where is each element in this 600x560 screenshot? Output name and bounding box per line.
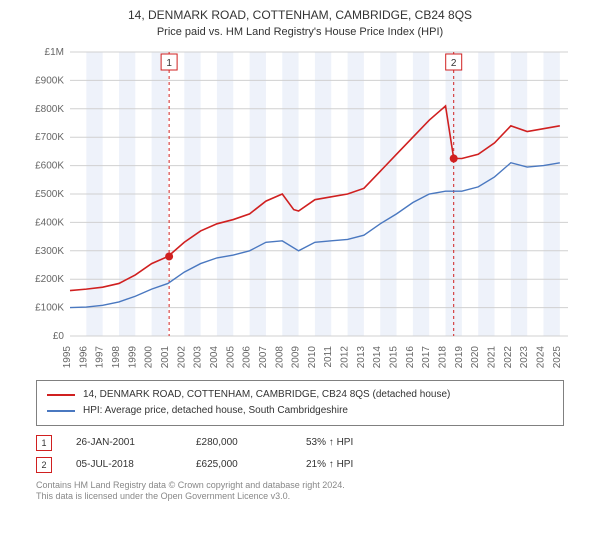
svg-text:2013: 2013: [356, 345, 367, 368]
footnote-line: Contains HM Land Registry data © Crown c…: [36, 480, 345, 490]
svg-text:£1M: £1M: [45, 47, 64, 58]
legend-swatch: [47, 394, 75, 396]
legend-item: HPI: Average price, detached house, Sout…: [47, 403, 553, 419]
svg-text:2009: 2009: [291, 345, 302, 368]
transaction-date: 26-JAN-2001: [76, 437, 196, 448]
legend-swatch: [47, 410, 75, 412]
chart-subtitle: Price paid vs. HM Land Registry's House …: [8, 26, 592, 38]
svg-text:2023: 2023: [519, 345, 530, 368]
svg-text:2010: 2010: [307, 345, 318, 368]
svg-text:2003: 2003: [193, 345, 204, 368]
svg-text:£700K: £700K: [35, 132, 64, 143]
svg-text:2018: 2018: [438, 345, 449, 368]
svg-text:2002: 2002: [176, 345, 187, 368]
svg-text:£900K: £900K: [35, 75, 64, 86]
svg-text:2015: 2015: [389, 345, 400, 368]
svg-text:£600K: £600K: [35, 160, 64, 171]
transaction-date: 05-JUL-2018: [76, 459, 196, 470]
legend-item: 14, DENMARK ROAD, COTTENHAM, CAMBRIDGE, …: [47, 387, 553, 403]
legend: 14, DENMARK ROAD, COTTENHAM, CAMBRIDGE, …: [36, 380, 564, 426]
svg-text:1997: 1997: [95, 345, 106, 368]
svg-text:2019: 2019: [454, 345, 465, 368]
svg-text:2008: 2008: [274, 345, 285, 368]
svg-text:£0: £0: [53, 331, 65, 342]
svg-text:£500K: £500K: [35, 189, 64, 200]
svg-text:1: 1: [166, 58, 172, 69]
legend-label: HPI: Average price, detached house, Sout…: [83, 405, 348, 416]
line-chart: £0 £100K £200K £300K £400K £500K £600K £700K £80…: [20, 44, 580, 374]
transaction-price: £625,000: [196, 459, 306, 470]
svg-text:2020: 2020: [470, 345, 481, 368]
svg-text:£300K: £300K: [35, 245, 64, 256]
transaction-badge: 2: [36, 457, 52, 473]
transaction-pct: 21% ↑ HPI: [306, 459, 353, 470]
transaction-row: 2 05-JUL-2018£625,00021% ↑ HPI: [36, 454, 564, 476]
svg-text:2017: 2017: [421, 345, 432, 368]
svg-text:2021: 2021: [487, 345, 498, 368]
svg-text:2005: 2005: [225, 345, 236, 368]
chart-title: 14, DENMARK ROAD, COTTENHAM, CAMBRIDGE, …: [8, 8, 592, 24]
svg-text:£400K: £400K: [35, 217, 64, 228]
transaction-list: 1 26-JAN-2001£280,00053% ↑ HPI 2 05-JUL-201…: [36, 432, 564, 476]
svg-text:1998: 1998: [111, 345, 122, 368]
svg-text:2004: 2004: [209, 345, 220, 368]
svg-text:2014: 2014: [372, 345, 383, 368]
svg-text:2024: 2024: [536, 345, 547, 368]
svg-text:2: 2: [451, 58, 457, 69]
transaction-price: £280,000: [196, 437, 306, 448]
transaction-row: 1 26-JAN-2001£280,00053% ↑ HPI: [36, 432, 564, 454]
footnote-line: This data is licensed under the Open Gov…: [36, 491, 290, 501]
svg-text:£100K: £100K: [35, 302, 64, 313]
svg-text:1996: 1996: [78, 345, 89, 368]
svg-text:2007: 2007: [258, 345, 269, 368]
transaction-badge: 1: [36, 435, 52, 451]
legend-label: 14, DENMARK ROAD, COTTENHAM, CAMBRIDGE, …: [83, 389, 450, 400]
svg-text:2016: 2016: [405, 345, 416, 368]
svg-text:£200K: £200K: [35, 274, 64, 285]
svg-text:2012: 2012: [340, 345, 351, 368]
svg-text:1995: 1995: [62, 345, 73, 368]
svg-text:2006: 2006: [242, 345, 253, 368]
footnote: Contains HM Land Registry data © Crown c…: [36, 480, 564, 503]
svg-text:2000: 2000: [144, 345, 155, 368]
transaction-pct: 53% ↑ HPI: [306, 437, 353, 448]
svg-text:2011: 2011: [323, 345, 334, 367]
svg-text:2025: 2025: [552, 345, 563, 368]
svg-text:£800K: £800K: [35, 103, 64, 114]
svg-text:1999: 1999: [127, 345, 138, 368]
svg-text:2001: 2001: [160, 345, 171, 368]
svg-text:2022: 2022: [503, 345, 514, 368]
